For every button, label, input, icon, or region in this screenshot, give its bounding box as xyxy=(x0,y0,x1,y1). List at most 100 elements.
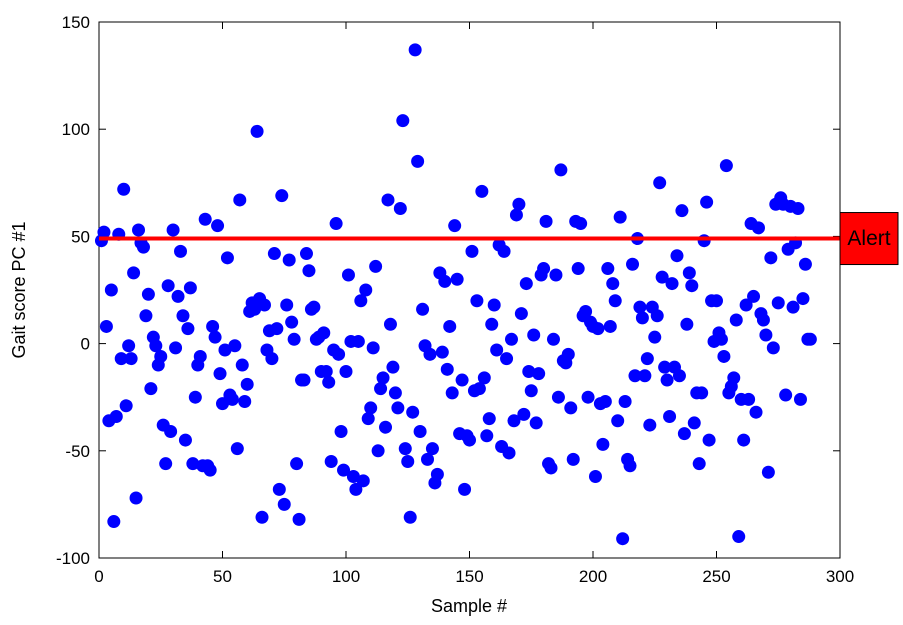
data-point xyxy=(695,386,709,400)
data-point xyxy=(425,442,439,456)
data-point xyxy=(537,262,551,276)
data-point xyxy=(458,482,472,496)
data-point xyxy=(228,339,242,353)
data-point xyxy=(124,352,138,366)
data-point xyxy=(332,347,346,361)
data-point xyxy=(141,287,155,301)
data-point xyxy=(206,319,220,333)
data-point xyxy=(122,339,136,353)
data-point xyxy=(554,163,568,177)
data-point xyxy=(406,405,420,419)
data-point xyxy=(408,43,422,57)
data-point xyxy=(700,195,714,209)
data-point xyxy=(272,482,286,496)
data-point xyxy=(144,382,158,396)
data-point xyxy=(544,461,558,475)
data-point xyxy=(529,416,543,430)
x-tick-label: 100 xyxy=(332,567,360,586)
data-point xyxy=(623,459,637,473)
data-point xyxy=(564,401,578,415)
data-point xyxy=(149,339,163,353)
data-point xyxy=(235,358,249,372)
data-point xyxy=(430,467,444,481)
data-point xyxy=(379,420,393,434)
data-point xyxy=(403,510,417,524)
data-point xyxy=(423,347,437,361)
data-point xyxy=(393,202,407,216)
data-point xyxy=(601,262,615,276)
data-point xyxy=(230,442,244,456)
data-point xyxy=(677,427,691,441)
data-point xyxy=(514,307,528,321)
data-point xyxy=(737,433,751,447)
data-point xyxy=(361,412,375,426)
data-point xyxy=(798,257,812,271)
data-point xyxy=(803,332,817,346)
data-point xyxy=(218,343,232,357)
data-point xyxy=(107,515,121,529)
data-point xyxy=(277,497,291,511)
data-point xyxy=(324,455,338,469)
data-point xyxy=(648,330,662,344)
data-point xyxy=(356,474,370,488)
data-point xyxy=(250,124,264,138)
data-point xyxy=(161,279,175,293)
data-point xyxy=(509,208,523,222)
data-point xyxy=(616,532,630,546)
alert-label: Alert xyxy=(847,227,890,250)
data-point xyxy=(364,401,378,415)
data-point xyxy=(139,309,153,323)
data-point xyxy=(472,382,486,396)
data-point xyxy=(181,322,195,336)
data-point xyxy=(334,425,348,439)
data-point xyxy=(448,219,462,233)
data-point xyxy=(633,300,647,314)
x-tick-label: 0 xyxy=(94,567,103,586)
data-point xyxy=(512,197,526,211)
data-point xyxy=(727,371,741,385)
data-point xyxy=(337,463,351,477)
data-point xyxy=(487,298,501,312)
data-point xyxy=(285,315,299,329)
data-point xyxy=(302,264,316,278)
data-point xyxy=(613,210,627,224)
data-point xyxy=(675,204,689,218)
data-point xyxy=(482,412,496,426)
data-point xyxy=(628,369,642,383)
data-point xyxy=(635,311,649,325)
data-point xyxy=(532,367,546,381)
data-point xyxy=(443,319,457,333)
data-point xyxy=(339,364,353,378)
data-point xyxy=(208,330,222,344)
data-point xyxy=(638,369,652,383)
data-point xyxy=(626,257,640,271)
data-point xyxy=(658,360,672,374)
data-point xyxy=(742,392,756,406)
data-point xyxy=(203,463,217,477)
data-point xyxy=(475,184,489,198)
data-point xyxy=(791,202,805,216)
data-point xyxy=(127,266,141,280)
data-point xyxy=(771,296,785,310)
data-point xyxy=(672,369,686,383)
data-point xyxy=(692,457,706,471)
data-point xyxy=(522,364,536,378)
data-point xyxy=(248,302,262,316)
data-point xyxy=(485,317,499,331)
data-point xyxy=(216,397,229,411)
data-points xyxy=(94,43,817,546)
data-point xyxy=(386,360,400,374)
data-point xyxy=(670,249,684,263)
alert-box xyxy=(839,212,899,266)
data-point xyxy=(643,418,657,432)
data-point xyxy=(159,457,173,471)
data-point xyxy=(551,390,565,404)
data-point xyxy=(653,176,667,190)
data-point xyxy=(178,433,192,447)
data-point xyxy=(225,392,239,406)
data-point xyxy=(682,266,696,280)
data-point xyxy=(220,251,234,265)
data-point xyxy=(154,349,168,363)
data-point xyxy=(450,272,464,286)
